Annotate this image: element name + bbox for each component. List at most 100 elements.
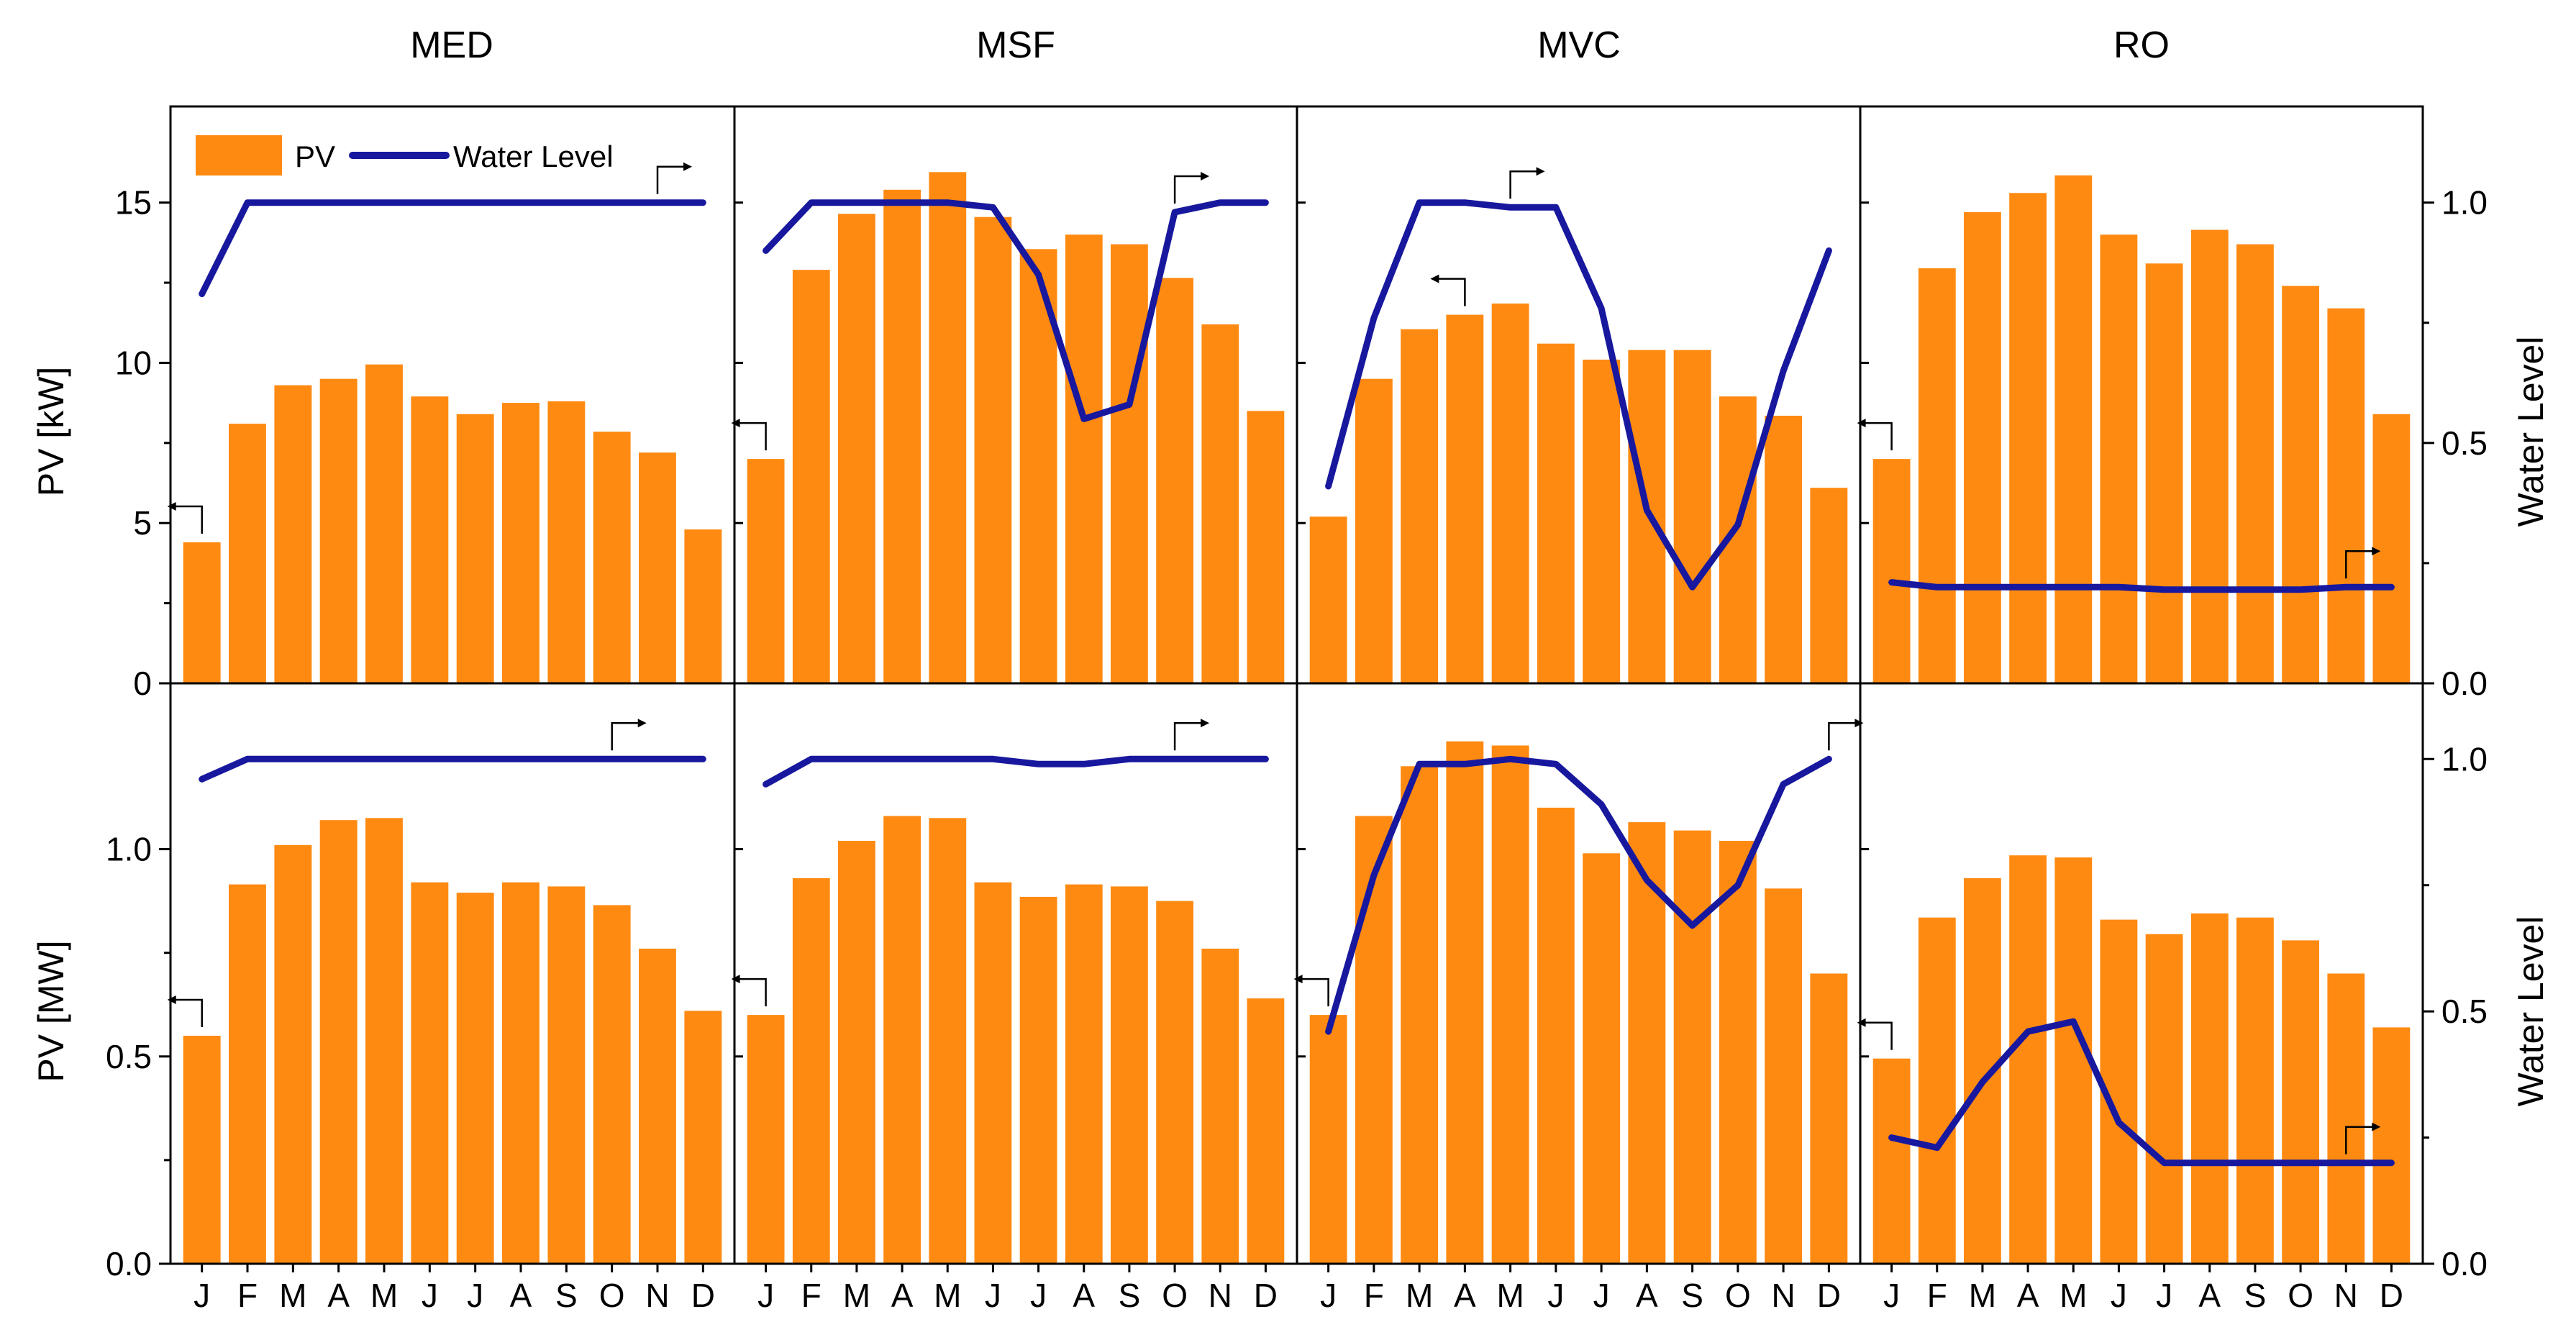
right-axis-arrow bbox=[1509, 170, 1539, 199]
month-tick-label: F bbox=[237, 1277, 258, 1314]
month-tick-label: M bbox=[934, 1277, 961, 1314]
right-tick-label: 0.5 bbox=[2441, 424, 2488, 462]
month-tick-label: N bbox=[1772, 1277, 1796, 1314]
pv-bar bbox=[1583, 853, 1621, 1264]
left-axis-arrow bbox=[737, 977, 767, 1007]
month-tick-label: O bbox=[2288, 1277, 2313, 1314]
column-title-msf: MSF bbox=[976, 24, 1055, 66]
pv-bar bbox=[229, 424, 266, 683]
water-level-line bbox=[199, 199, 706, 298]
right-axis-arrow bbox=[1828, 722, 1858, 751]
pv-bar bbox=[1964, 212, 2001, 683]
right-axis-arrowhead bbox=[683, 162, 692, 171]
water-level-line bbox=[199, 755, 706, 783]
pv-bar bbox=[502, 882, 540, 1264]
month-tick-label: S bbox=[2244, 1277, 2267, 1314]
column-title-ro: RO bbox=[2113, 24, 2170, 66]
month-tick-label: S bbox=[555, 1277, 578, 1314]
pv-bar bbox=[1872, 1058, 1911, 1264]
right-axis-arrow bbox=[2345, 550, 2375, 579]
water-level-line bbox=[1888, 579, 2395, 593]
left-tick-label: 0 bbox=[133, 665, 152, 702]
pv-bar bbox=[684, 529, 722, 683]
pv-bar bbox=[411, 882, 449, 1264]
pv-bar bbox=[183, 542, 221, 683]
right-axis-label-top: Water Level bbox=[2511, 337, 2551, 527]
month-tick-label: A bbox=[327, 1277, 350, 1314]
pv-bar bbox=[1491, 745, 1529, 1264]
month-tick-label: D bbox=[691, 1277, 715, 1314]
water-level-line bbox=[763, 199, 1269, 422]
pv-bar bbox=[2009, 193, 2047, 683]
left-axis-arrowhead bbox=[1430, 274, 1439, 283]
legend: PV Water Level bbox=[196, 135, 614, 176]
pv-bar bbox=[1810, 973, 1848, 1264]
month-tick-label: J bbox=[2111, 1277, 2127, 1314]
pv-bar bbox=[1309, 1015, 1347, 1264]
pv-bar bbox=[183, 1036, 221, 1264]
month-tick-label: A bbox=[2017, 1277, 2039, 1314]
month-tick-label: A bbox=[891, 1277, 914, 1314]
pv-bar bbox=[747, 1015, 785, 1264]
pv-bar bbox=[838, 841, 875, 1264]
pv-bar bbox=[2100, 234, 2138, 683]
left-tick-label: 10 bbox=[115, 344, 152, 381]
right-tick-label: 0.0 bbox=[2441, 1245, 2488, 1282]
month-tick-label: J bbox=[467, 1277, 483, 1314]
month-tick-label: M bbox=[370, 1277, 398, 1314]
right-axis-arrow bbox=[2345, 1126, 2375, 1154]
pv-bar bbox=[1583, 360, 1621, 683]
pv-bar bbox=[2236, 244, 2274, 684]
pv-bar bbox=[319, 378, 358, 683]
panel-frame bbox=[1859, 682, 2424, 1265]
right-tick-label: 0.5 bbox=[2441, 993, 2488, 1030]
pv-bar bbox=[1765, 416, 1803, 683]
pv-bar bbox=[2145, 263, 2183, 683]
pv-bar bbox=[411, 396, 449, 683]
right-axis-arrowhead bbox=[2372, 547, 2381, 556]
pv-bar bbox=[1201, 948, 1239, 1264]
right-axis-arrow bbox=[1173, 722, 1204, 751]
pv-bar bbox=[1810, 488, 1848, 683]
month-tick-label: J bbox=[1593, 1277, 1610, 1314]
pv-bar bbox=[593, 432, 631, 683]
pv-bar bbox=[792, 878, 830, 1264]
month-tick-label: M bbox=[279, 1277, 306, 1314]
pv-bar bbox=[2372, 414, 2411, 683]
pv-bar bbox=[684, 1011, 722, 1264]
pv-bar bbox=[2190, 913, 2229, 1264]
pv-bar bbox=[1765, 888, 1803, 1264]
pv-bar bbox=[229, 884, 266, 1264]
month-tick-label: J bbox=[2156, 1277, 2172, 1314]
pv-bar bbox=[1019, 896, 1057, 1264]
water-level-line bbox=[763, 755, 1269, 788]
left-axis-arrowhead bbox=[731, 975, 740, 984]
water-level-line bbox=[1325, 199, 1832, 591]
pv-bar bbox=[2190, 229, 2229, 683]
pv-bar bbox=[274, 844, 312, 1264]
pv-bar bbox=[1247, 998, 1285, 1264]
month-tick-label: J bbox=[1320, 1277, 1337, 1314]
pv-bar bbox=[1355, 816, 1393, 1264]
left-axis-arrowhead bbox=[1293, 975, 1303, 984]
pv-bar bbox=[747, 459, 785, 683]
pv-bar bbox=[365, 818, 403, 1264]
pv-bar bbox=[1401, 329, 1439, 683]
left-axis-arrow bbox=[1862, 421, 1893, 451]
pv-bar bbox=[2236, 917, 2274, 1264]
water-level-line bbox=[1888, 1018, 2395, 1167]
pv-bar bbox=[274, 385, 312, 683]
left-axis-arrow bbox=[173, 998, 203, 1027]
pv-bar bbox=[1628, 350, 1666, 683]
pv-bar bbox=[929, 172, 967, 684]
month-tick-label: S bbox=[1119, 1277, 1141, 1314]
pv-bar bbox=[1537, 807, 1575, 1264]
right-axis-arrowhead bbox=[2372, 1122, 2381, 1131]
column-title-med: MED bbox=[410, 24, 493, 66]
pv-bar bbox=[974, 882, 1012, 1264]
pv-bar bbox=[1446, 741, 1484, 1264]
left-axis-arrow bbox=[1299, 977, 1329, 1007]
pv-bar bbox=[883, 189, 921, 683]
